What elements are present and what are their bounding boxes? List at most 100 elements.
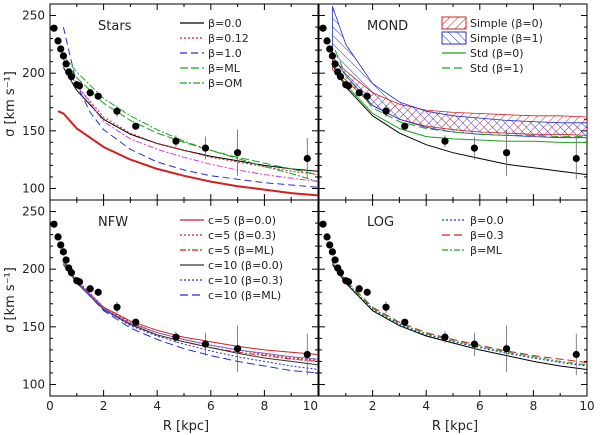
series-line-black (331, 64, 587, 176)
legend-label: Std (β=0) (470, 47, 524, 60)
data-point (401, 318, 409, 326)
data-point (86, 285, 94, 293)
data-point (363, 92, 371, 100)
series-line--0-0-red- (57, 110, 318, 197)
legend-swatch (441, 16, 467, 30)
plot-area (319, 6, 587, 180)
y-tick-label: 150 (22, 124, 45, 138)
legend-entry: β=ML (180, 62, 241, 75)
panel-frame (318, 199, 588, 397)
data-point (75, 278, 84, 286)
legend-entry: c=10 (β=0.0) (180, 259, 283, 272)
data-point (503, 345, 511, 353)
data-point (201, 340, 210, 348)
data-point (57, 45, 65, 53)
data-point (336, 269, 345, 277)
data-point (572, 350, 580, 359)
y-tick-label: 200 (22, 66, 45, 80)
series-line--1-0 (62, 26, 318, 188)
legend-entry: c=5 (β=ML) (180, 244, 274, 257)
legend-label: c=10 (β=0.3) (208, 274, 283, 287)
panel-title: LOG (367, 215, 394, 230)
data-point (172, 137, 180, 145)
legend-entry: β=1.0 (180, 47, 242, 60)
data-point (401, 122, 409, 130)
data-point (344, 278, 353, 286)
legend-label: β=1.0 (208, 47, 242, 60)
legend-entry: Simple (β=0) (441, 16, 543, 30)
y-tick-label: 250 (22, 205, 45, 219)
x-tick-label: 4 (153, 399, 161, 413)
legend-entry: c=5 (β=0.0) (180, 214, 276, 227)
data-point (503, 149, 511, 157)
series-line--om-magenta- (76, 84, 318, 183)
legend-label: Simple (β=0) (470, 17, 543, 30)
data-point (50, 24, 58, 32)
y-axis-label: σ [km s⁻¹] (3, 267, 18, 333)
series-line--0-3 (331, 262, 587, 364)
x-tick-label: 8 (261, 399, 269, 413)
data-point (57, 241, 65, 249)
data-point (336, 73, 345, 81)
legend-label: β=0.3 (470, 229, 504, 242)
data-point (172, 333, 180, 341)
data-point (441, 137, 449, 145)
y-tick-label: 150 (22, 320, 45, 334)
data-point (234, 149, 242, 157)
y-tick-label: 100 (22, 181, 45, 195)
data-point (132, 318, 140, 326)
data-point (62, 60, 70, 68)
legend-label: Simple (β=1) (470, 32, 543, 45)
y-tick-label: 250 (22, 9, 45, 23)
x-tick-label: 2 (369, 399, 377, 413)
legend-label: c=10 (β=0.0) (208, 259, 283, 272)
x-tick-label: 6 (476, 399, 484, 413)
data-point (132, 122, 140, 130)
series-line-c-10-ml- (62, 263, 318, 374)
legend-entry: c=5 (β=0.3) (180, 229, 276, 242)
series-line--ml (331, 263, 587, 366)
data-point (67, 73, 76, 81)
data-point (326, 241, 334, 249)
x-tick-label: 6 (207, 399, 215, 413)
legend-label: β=OM (208, 77, 242, 90)
legend-label: β=0.12 (208, 32, 249, 45)
x-tick-label: 0 (46, 399, 54, 413)
legend-label: c=5 (β=0.3) (208, 229, 276, 242)
data-point (441, 333, 449, 341)
series-line--om (63, 55, 318, 183)
x-tick-label: 2 (100, 399, 108, 413)
data-point (319, 220, 327, 228)
legend-label: c=5 (β=ML) (208, 244, 274, 257)
x-tick-label: 8 (530, 399, 538, 413)
y-tick-label: 100 (22, 377, 45, 391)
x-axis-label: R [kpc] (163, 419, 209, 434)
data-point (363, 288, 371, 296)
legend-label: β=0.0 (208, 17, 242, 30)
series-line-black (331, 264, 587, 370)
plot-area (50, 220, 318, 376)
legend-label: c=5 (β=0.0) (208, 214, 276, 227)
legend-entry: c=10 (β=ML) (180, 289, 281, 302)
x-tick-label: 10 (303, 399, 318, 413)
data-point (331, 256, 339, 264)
data-point (59, 248, 67, 256)
legend-entry: Simple (β=1) (441, 31, 543, 45)
legend-entry: β=0.0 (442, 214, 504, 227)
legend-entry: β=ML (442, 244, 503, 257)
data-point (94, 92, 102, 100)
panel-title: Stars (98, 19, 132, 34)
data-point (94, 288, 102, 296)
x-tick-label: 4 (422, 399, 430, 413)
panel-title: NFW (98, 215, 128, 230)
legend-label: Std (β=1) (470, 62, 524, 75)
data-point (319, 24, 327, 32)
data-point (572, 154, 580, 163)
panel-nfw: NFW c=5 (β=0.0) c=5 (β=0.3) c=5 (β=ML) c=10 … (22, 199, 319, 413)
series-line-c-10-solid-blue (62, 263, 318, 360)
data-point (470, 340, 479, 348)
data-point (382, 107, 390, 115)
data-point (62, 256, 70, 264)
legend-label: β=ML (208, 62, 241, 75)
